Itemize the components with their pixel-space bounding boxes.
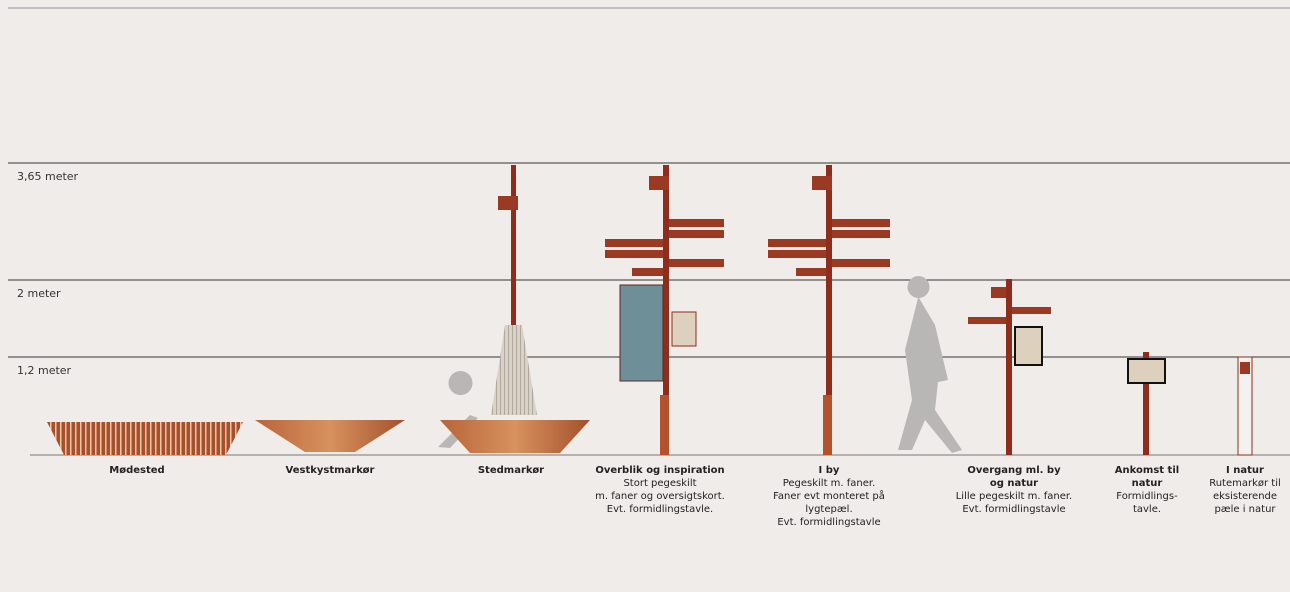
item-description: Faner evt monteret på (773, 489, 885, 502)
person-walking (898, 276, 962, 453)
pole-base (660, 395, 669, 455)
item-title: I natur (1226, 465, 1264, 476)
item-title: Overblik og inspiration (595, 465, 724, 476)
fane (669, 259, 724, 267)
item-title: Stedmarkør (478, 465, 544, 476)
item-description: eksisterende (1213, 491, 1277, 502)
item-title: Ankomst til (1115, 465, 1179, 476)
fane (832, 230, 890, 238)
pole (1237, 356, 1253, 456)
logo (649, 176, 669, 190)
item-description: Stort pegeskilt (623, 478, 696, 489)
stedmarkor (438, 165, 590, 453)
logo (812, 176, 832, 190)
cone (491, 325, 537, 415)
height-label: 1,2 meter (17, 364, 72, 377)
rutemarkor (1237, 356, 1253, 456)
fane (669, 219, 724, 227)
pole (826, 165, 832, 455)
item-description: Pegeskilt m. faner. (783, 478, 876, 489)
fane (768, 239, 826, 247)
item-description: Formidlings- (1116, 491, 1178, 502)
fane (632, 268, 663, 276)
item-description: pæle i natur (1214, 504, 1276, 515)
item-title: natur (1132, 478, 1163, 489)
fane (768, 250, 826, 258)
item-description: Rutemarkør til (1209, 478, 1281, 489)
height-label: 2 meter (17, 287, 61, 300)
item-labels: Mødested Vestkystmarkør Stedmarkør Overblik… (109, 465, 1281, 528)
pole (663, 165, 669, 455)
item-description: m. faner og oversigtskort. (595, 491, 725, 502)
fane (605, 239, 663, 247)
item-description: Evt. formidlingstavle (962, 504, 1065, 515)
ankomst (1127, 352, 1166, 455)
board (1127, 358, 1166, 384)
pegeskilt-by (768, 165, 890, 455)
vestkyst-bowl (255, 420, 405, 452)
logo (991, 287, 1006, 298)
fane (968, 317, 1006, 324)
logo (498, 196, 518, 210)
fane (1012, 307, 1051, 314)
pole (1006, 279, 1012, 455)
height-label: 3,65 meter (17, 170, 79, 183)
item-title: I by (819, 465, 840, 476)
fane (832, 259, 890, 267)
fane (605, 250, 663, 258)
board (1014, 326, 1043, 366)
board (671, 311, 697, 347)
item-title: Overgang ml. by (967, 465, 1061, 476)
item-description: Evt. formidlingstavle. (607, 504, 713, 515)
fane (669, 230, 724, 238)
item-description: Evt. formidlingstavle (777, 517, 880, 528)
fane (832, 219, 890, 227)
item-description: lygtepæl. (805, 504, 852, 515)
pole-base (823, 395, 832, 455)
map (619, 284, 664, 382)
person-sitting (438, 371, 478, 448)
item-description: Lille pegeskilt m. faner. (956, 491, 1073, 502)
fane (796, 268, 826, 276)
logo (1240, 362, 1250, 374)
bowl (440, 420, 590, 453)
pegeskilt-large (605, 165, 724, 455)
pole (511, 165, 516, 325)
item-description: tavle. (1133, 504, 1161, 515)
item-title: og natur (990, 478, 1038, 489)
pegeskilt-small (968, 279, 1051, 455)
pole (1143, 352, 1149, 455)
item-title: Mødested (109, 465, 164, 476)
item-title: Vestkystmarkør (286, 465, 375, 476)
modested-bowl (47, 422, 243, 455)
